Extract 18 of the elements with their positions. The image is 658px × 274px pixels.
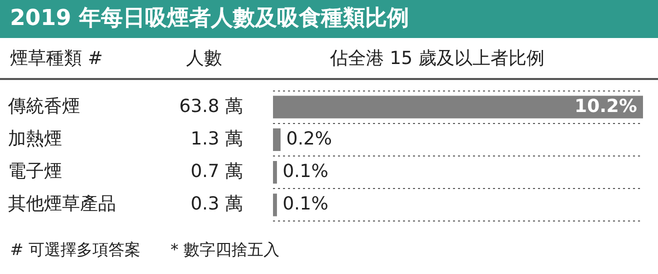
y-tick-label: 電子煙	[8, 160, 62, 182]
y-tick-label: 加熱煙	[8, 128, 62, 150]
data-label: 0.2%	[286, 128, 332, 150]
text: 人數	[186, 47, 222, 70]
x-axis-title: 佔全港 15 歲及以上者比例	[330, 47, 544, 70]
text: # 可選擇多項答案	[10, 240, 140, 259]
chart-title: 2019 年每日吸煙者人數及吸食種類比例	[0, 0, 658, 38]
data-label: 0.1%	[282, 194, 328, 215]
y-tick-label: 傳統香煙	[7, 96, 80, 117]
text: 1.3 萬	[190, 128, 243, 150]
data-label: 0.1%	[282, 160, 328, 182]
text: 0.7 萬	[190, 160, 243, 182]
data-label: 10.2%	[574, 96, 637, 117]
y-tick-label: 其他煙草產品	[8, 194, 116, 215]
y-axis-title: 煙草種類 #	[10, 47, 103, 70]
text: * 數字四捨五入	[170, 240, 280, 259]
text: 63.8 萬	[179, 96, 243, 117]
text: 0.3 萬	[190, 194, 243, 215]
